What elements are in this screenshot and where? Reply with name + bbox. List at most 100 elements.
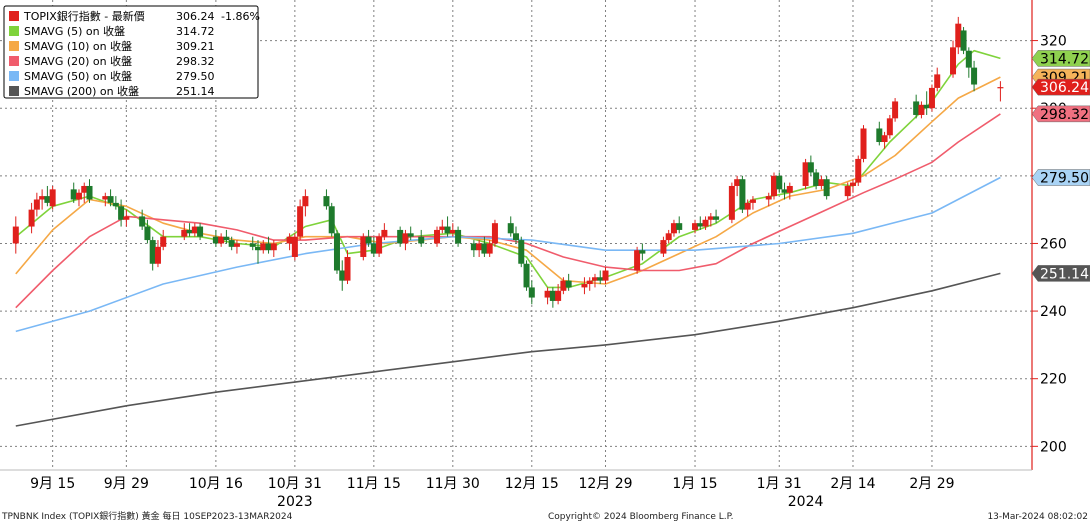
- candle-body: [233, 243, 240, 247]
- candle-body: [923, 104, 930, 109]
- candle-body: [928, 87, 935, 109]
- candle-body: [565, 280, 572, 288]
- candle-body: [818, 179, 825, 186]
- moving-average-lines: [15, 49, 1001, 427]
- candle-body: [249, 243, 256, 247]
- candle-body: [339, 270, 346, 281]
- candle-body: [876, 128, 883, 143]
- legend-series-name: SMAVG (10) on 收盤: [24, 39, 132, 53]
- legend-series-name: TOPIX銀行指數 - 最新價: [23, 9, 145, 23]
- candle-body: [697, 223, 704, 227]
- candle-body: [402, 233, 409, 244]
- candle-body: [75, 192, 82, 200]
- candle-body: [602, 270, 609, 281]
- candle-body: [381, 229, 388, 237]
- candle-body: [344, 256, 351, 281]
- candle-body: [270, 243, 277, 251]
- candle-body: [802, 162, 809, 186]
- candle-body: [597, 277, 604, 281]
- legend-swatch: [9, 26, 19, 36]
- x-tick-label: 12月 15: [505, 476, 559, 492]
- candle-body: [449, 229, 456, 234]
- x-tick-label: 11月 30: [426, 476, 480, 492]
- candle-body: [955, 23, 962, 48]
- candle-body: [218, 236, 225, 244]
- candle-body: [771, 175, 777, 197]
- candle-body: [228, 240, 235, 247]
- candle-body: [455, 229, 462, 244]
- candle-body: [702, 219, 709, 227]
- candle-body: [291, 236, 298, 257]
- candle-body: [960, 30, 967, 51]
- candle-body: [676, 223, 683, 230]
- candle-body: [376, 236, 383, 254]
- y-tick-label: 260: [1040, 236, 1067, 252]
- candle-body: [849, 182, 856, 186]
- last-value-tag-text: 279.50: [1040, 171, 1089, 187]
- x-tick-label: 10月 16: [189, 476, 243, 492]
- x-tick-label: 2月 29: [909, 476, 954, 492]
- candle-body: [144, 226, 151, 241]
- last-value-tag-text: 298.32: [1040, 107, 1089, 123]
- candle-body: [860, 128, 867, 159]
- legend-swatch: [9, 11, 19, 21]
- candle-body: [518, 240, 525, 264]
- legend-series-value: 298.32: [176, 55, 215, 68]
- candle-body: [265, 243, 272, 251]
- footer-source: TPNBNK Index (TOPIX銀行指數) 黃金 每日 10SEP2023…: [1, 510, 293, 522]
- candle-body: [581, 284, 588, 288]
- legend-box: [3, 5, 259, 99]
- candle-body: [302, 196, 309, 207]
- x-tick-label: 1月 15: [672, 476, 717, 492]
- candle-body: [86, 185, 93, 200]
- candle-body: [39, 196, 46, 200]
- x-tick-label: 10月 31: [268, 476, 322, 492]
- candle-body: [439, 226, 446, 230]
- footer: TPNBNK Index (TOPIX銀行指數) 黃金 每日 10SEP2023…: [1, 510, 1088, 522]
- legend-series-value: 314.72: [176, 25, 215, 38]
- candle-body: [470, 243, 477, 251]
- candle-body: [81, 185, 88, 193]
- candle-body: [997, 87, 1004, 89]
- y-tick-label: 200: [1040, 439, 1067, 455]
- candle-body: [44, 196, 51, 203]
- ma-line: [15, 113, 1001, 309]
- candle-body: [407, 233, 414, 237]
- candle-body: [591, 277, 598, 281]
- candle-body: [181, 229, 188, 237]
- x-tick-label: 12月 29: [578, 476, 632, 492]
- legend-series-name: SMAVG (5) on 收盤: [24, 24, 125, 38]
- last-value-tag: 314.72: [1031, 50, 1090, 67]
- legend-series-name: SMAVG (20) on 收盤: [24, 54, 132, 68]
- footer-timestamp: 13-Mar-2024 08:02:02: [987, 512, 1088, 522]
- candle-body: [197, 226, 204, 237]
- last-value-tag-text: 314.72: [1040, 51, 1089, 67]
- legend-series-name: SMAVG (50) on 收盤: [24, 69, 132, 83]
- candle-body: [112, 202, 119, 207]
- candle-body: [749, 199, 756, 203]
- last-value-tag-bg: [1031, 265, 1090, 282]
- x-year-label: 2024: [788, 494, 824, 510]
- candle-body: [549, 290, 556, 301]
- candle-body: [333, 233, 340, 271]
- candle-body: [728, 185, 735, 220]
- candle-body: [160, 236, 167, 247]
- candle-body: [186, 229, 193, 234]
- candle-body: [665, 233, 672, 241]
- x-axis: 9月 15 9月 29 10月 16 10月 31 11月 15 11月 30 12月 15…: [0, 469, 1032, 510]
- candle-body: [813, 172, 820, 186]
- candle-body: [692, 223, 699, 230]
- candle-body: [713, 216, 720, 220]
- candle-body: [523, 263, 530, 288]
- x-year-label: 2023: [277, 494, 313, 510]
- candle-body: [397, 229, 404, 244]
- candle-body: [149, 240, 156, 264]
- candle-body: [881, 135, 888, 143]
- legend-swatch: [9, 56, 19, 66]
- candle-body: [434, 229, 441, 244]
- last-value-tag-text: 306.24: [1040, 80, 1089, 96]
- y-tick-label: 240: [1040, 304, 1067, 320]
- footer-copyright: Copyright© 2024 Bloomberg Finance L.P.: [548, 512, 733, 522]
- candle-body: [765, 196, 772, 200]
